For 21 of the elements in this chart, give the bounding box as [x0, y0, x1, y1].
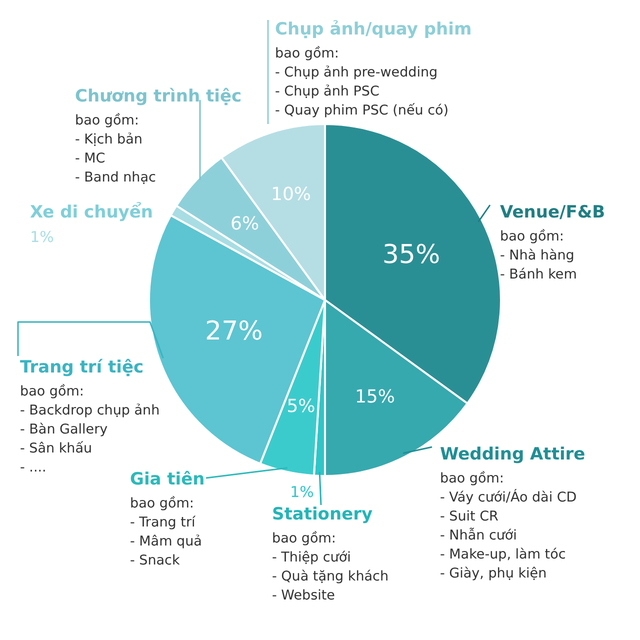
- slice-label: Wedding Attire: [440, 444, 586, 464]
- text: bao gồm: - Nhà hàng - Bánh kem: [500, 228, 577, 282]
- data-label: 35%: [382, 240, 440, 270]
- text: bao gồm: - Chụp ảnh pre-wedding - Chụp ảnh PSC - Quay phim PSC (nếu có): [275, 46, 449, 118]
- data-label: 15%: [354, 386, 395, 408]
- data-label: 1%: [290, 482, 314, 501]
- text: bao gồm: - Trang trí - Mâm quả - Snack: [130, 496, 202, 568]
- slice-label: Xe di chuyển: [30, 201, 154, 222]
- text: bao gồm: - Váy cưới/Áo dài CD - Suit CR - Nhẫn cưới - Make-up, làm tóc - Giày, phụ kiện: [440, 470, 577, 582]
- text: bao gồm: - Thiệp cưới - Quà tặng khách - Website: [272, 530, 389, 604]
- slice-label: Chụp ảnh/quay phim: [275, 19, 472, 40]
- data-label: 5%: [286, 396, 316, 418]
- data-label: 6%: [230, 213, 260, 234]
- data-label: 27%: [205, 316, 263, 347]
- data-label: 10%: [271, 184, 312, 206]
- text: bao gồm: - Kịch bản - MC - Band nhạc: [75, 112, 156, 186]
- slice-label: Trang trí tiệc: [20, 357, 144, 378]
- slice-label: Stationery: [272, 504, 373, 524]
- slice-label: Chương trình tiệc: [75, 86, 242, 106]
- data-label: 1%: [30, 228, 54, 246]
- slice-label: Venue/F&B: [500, 202, 606, 222]
